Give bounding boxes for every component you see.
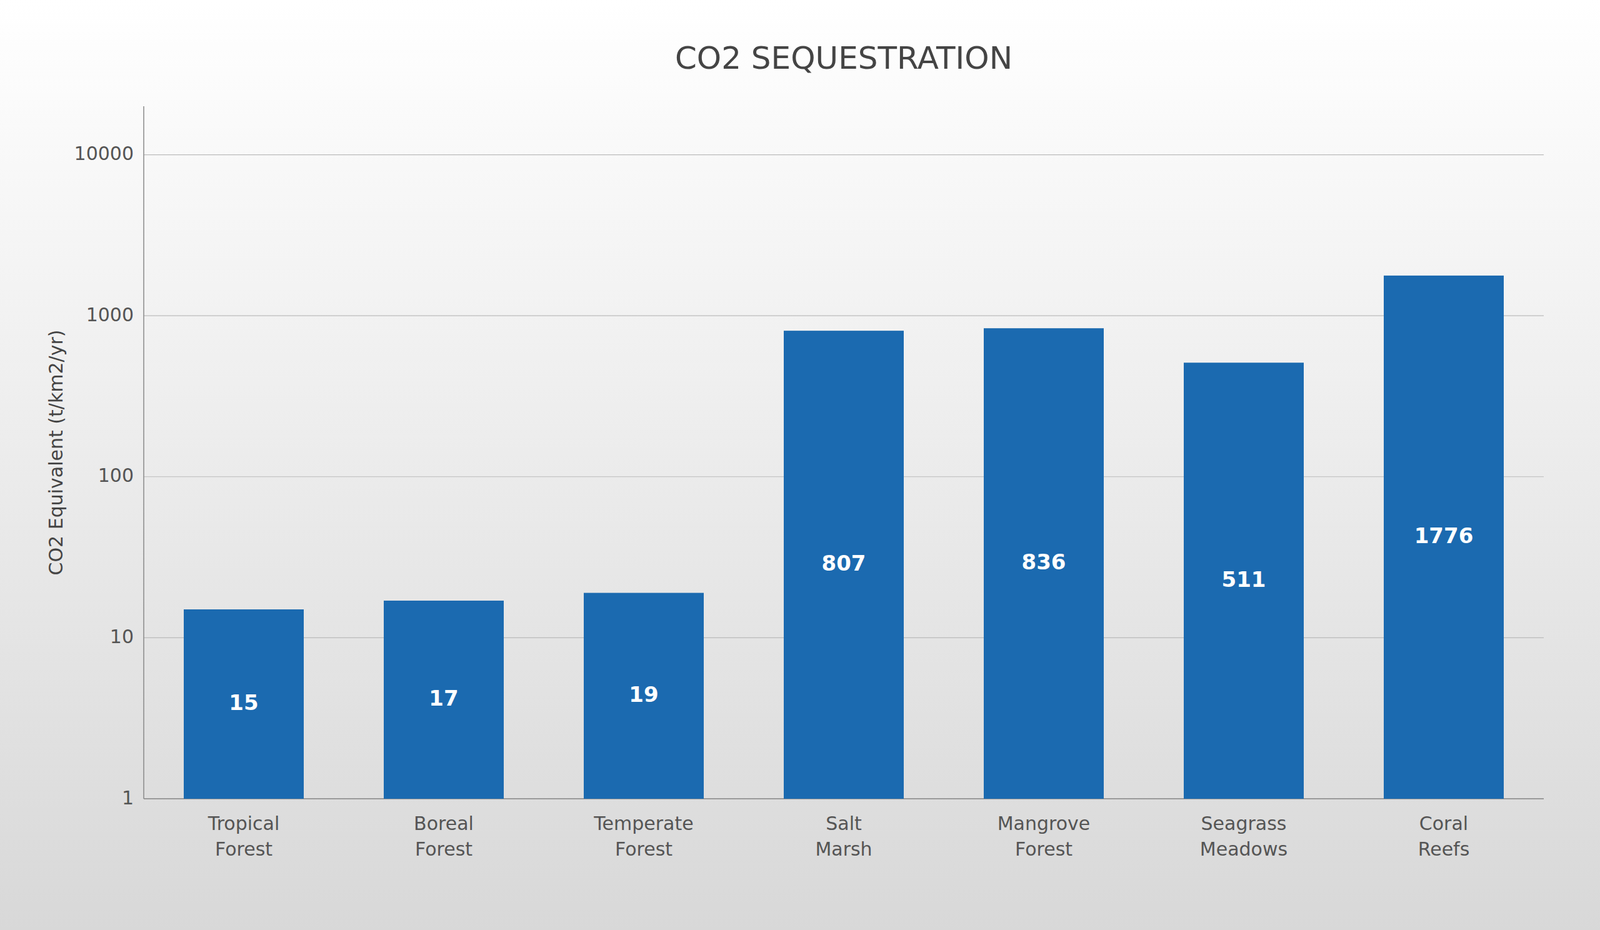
y-tick-label: 1 bbox=[121, 786, 134, 809]
x-tick-label: Mangrove Forest bbox=[997, 812, 1091, 860]
y-tick-label: 100 bbox=[98, 464, 134, 487]
bar bbox=[1183, 362, 1304, 799]
x-tick-label-line: Coral bbox=[1419, 812, 1469, 835]
data-label: 807 bbox=[821, 550, 867, 576]
x-tick-label: Temperate Forest bbox=[593, 812, 694, 860]
x-tick-label-line: Forest bbox=[1015, 838, 1073, 860]
x-tick-label-line: Boreal bbox=[413, 812, 474, 835]
y-axis-label: CO2 Equivalent (t/km2/yr) bbox=[45, 330, 67, 576]
data-label: 19 bbox=[628, 681, 659, 707]
bar bbox=[783, 330, 904, 799]
data-label: 511 bbox=[1221, 566, 1267, 592]
bar bbox=[983, 328, 1104, 799]
x-tick-label: Coral Reefs bbox=[1418, 812, 1470, 860]
data-label: 15 bbox=[228, 690, 259, 715]
x-tick-label-line: Salt bbox=[825, 812, 862, 835]
bar bbox=[583, 593, 704, 799]
bars bbox=[183, 275, 1504, 799]
grid-line bbox=[143, 154, 1544, 155]
grid-line bbox=[143, 315, 1544, 317]
x-tick-label-line: Temperate bbox=[593, 812, 694, 835]
x-tick-label-line: Forest bbox=[615, 838, 673, 860]
x-tick-label-line: Tropical bbox=[207, 812, 280, 835]
bar bbox=[1383, 275, 1504, 799]
y-axis: 1 10 100 1000 10000 bbox=[74, 142, 1544, 809]
x-tick-label: Boreal Forest bbox=[413, 812, 474, 860]
x-tick-label-line: Forest bbox=[215, 838, 273, 860]
data-label: 17 bbox=[428, 685, 459, 711]
chart-container: 1 10 100 1000 10000 15 17 19 807 836 511 1776 Tropic… bbox=[0, 0, 1600, 930]
x-tick-label: Seagrass Meadows bbox=[1200, 812, 1288, 860]
x-tick-label-line: Mangrove bbox=[997, 812, 1091, 835]
bar bbox=[383, 600, 504, 799]
y-tick-label: 10000 bbox=[74, 142, 134, 165]
x-tick-label: Tropical Forest bbox=[207, 812, 280, 860]
x-tick-label: Salt Marsh bbox=[815, 812, 872, 860]
y-axis-line bbox=[143, 106, 145, 799]
x-tick-label-line: Seagrass bbox=[1201, 812, 1287, 835]
x-axis: Tropical Forest Boreal Forest Temperate Fores… bbox=[207, 812, 1470, 860]
x-tick-label-line: Meadows bbox=[1200, 838, 1288, 860]
x-tick-label-line: Forest bbox=[415, 838, 473, 860]
chart-svg: 1 10 100 1000 10000 15 17 19 807 836 511 1776 Tropic… bbox=[0, 0, 1600, 930]
x-tick-label-line: Reefs bbox=[1418, 838, 1470, 860]
bar bbox=[183, 609, 304, 799]
data-labels: 15 17 19 807 836 511 1776 bbox=[228, 523, 1474, 715]
data-label: 1776 bbox=[1414, 523, 1474, 549]
y-tick-label: 1000 bbox=[86, 303, 134, 326]
y-tick-label: 10 bbox=[110, 625, 134, 648]
title: CO2 SEQUESTRATION bbox=[675, 40, 1013, 77]
data-label: 836 bbox=[1021, 549, 1067, 575]
x-tick-label-line: Marsh bbox=[815, 838, 872, 860]
